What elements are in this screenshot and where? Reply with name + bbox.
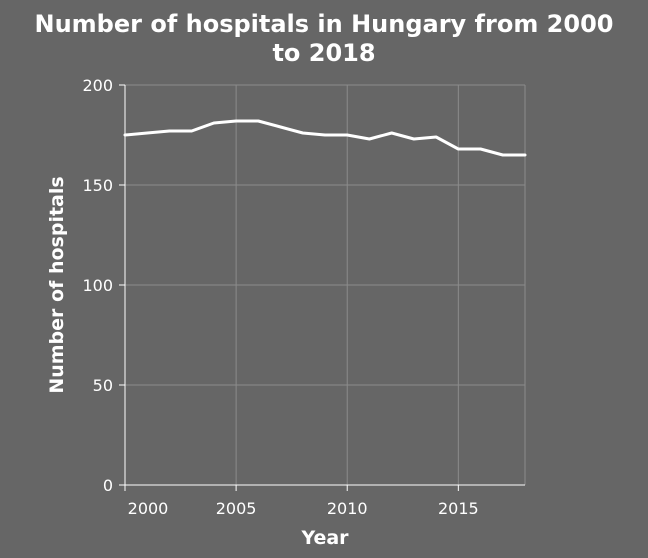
series: [123, 119, 527, 157]
y-tick-label-100: 100: [82, 276, 113, 295]
y-tick-label-50: 50: [93, 376, 113, 395]
data-line-series-0: [123, 119, 527, 157]
y-tick-label-0: 0: [103, 476, 113, 495]
x-tick-label-2005: 2005: [216, 499, 257, 518]
x-tick-label-2000: 2000: [128, 499, 169, 518]
grid: [125, 84, 526, 485]
y-axis-label: Number of hospitals: [46, 176, 68, 393]
axes: [119, 84, 525, 491]
chart-title-line-1: Number of hospitals in Hungary from 2000: [35, 10, 614, 38]
x-tick-label-2010: 2010: [327, 499, 368, 518]
x-axis-label: Year: [300, 527, 349, 549]
y-tick-label-150: 150: [82, 176, 113, 195]
chart-title-line-2: to 2018: [272, 39, 375, 67]
y-tick-label-200: 200: [82, 76, 113, 95]
x-tick-label-2015: 2015: [438, 499, 479, 518]
tick-labels: 0 50 100 150 200 2000 2005 2010 2015: [82, 76, 478, 518]
